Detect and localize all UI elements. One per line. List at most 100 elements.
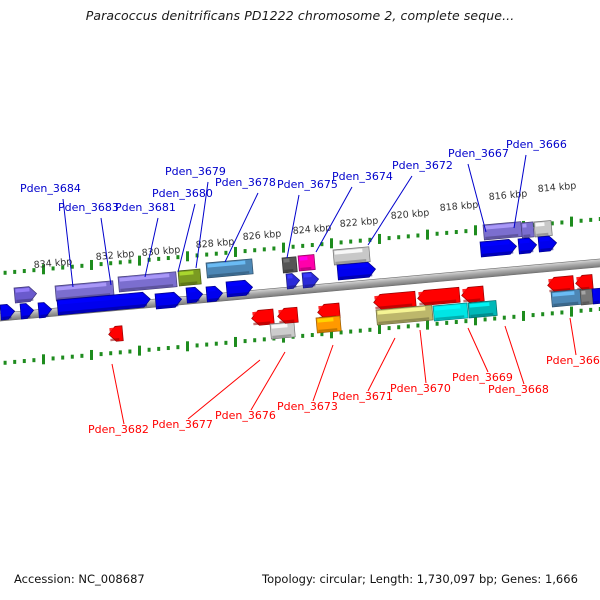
ruler-minor-tick: [349, 239, 353, 244]
gene-feature[interactable]: [315, 315, 342, 334]
ruler-minor-tick: [512, 314, 516, 319]
gene-feature[interactable]: [177, 268, 202, 287]
label-leader-line: [250, 351, 286, 411]
gene-label-reverse[interactable]: Pden_3682: [88, 423, 149, 436]
gene-feature[interactable]: [269, 321, 296, 340]
gene-feature[interactable]: [297, 254, 316, 272]
ruler-minor-tick: [464, 319, 468, 324]
gene-label-reverse[interactable]: Pden_3677: [152, 418, 213, 431]
gene-feature[interactable]: [547, 275, 575, 293]
gene-feature[interactable]: [336, 261, 376, 281]
ruler-minor-tick: [166, 346, 170, 351]
gene-feature[interactable]: [373, 290, 417, 310]
gene-label-forward[interactable]: Pden_3681: [115, 201, 176, 214]
gene-feature[interactable]: [154, 291, 183, 310]
ruler-minor-tick: [51, 356, 55, 361]
gene-feature[interactable]: [251, 308, 275, 326]
gene-feature[interactable]: [108, 325, 124, 342]
gene-highlight: [56, 282, 107, 291]
ruler-minor-tick: [550, 221, 554, 226]
gene-highlight: [207, 287, 216, 292]
gene-shadow: [582, 301, 590, 305]
ruler-minor-tick: [176, 345, 180, 350]
gene-label-reverse[interactable]: Pden_3676: [215, 409, 276, 422]
gene-feature[interactable]: [432, 302, 469, 322]
gene-feature[interactable]: [517, 237, 538, 255]
gene-label-reverse[interactable]: Pden_3670: [390, 382, 451, 395]
gene-feature[interactable]: [37, 302, 53, 319]
ruler-minor-tick: [118, 350, 122, 355]
gene-shadow: [279, 319, 295, 324]
gene-feature-layer[interactable]: [0, 220, 600, 342]
ruler-minor-tick: [560, 220, 564, 225]
gene-feature[interactable]: [520, 221, 535, 239]
gene-highlight: [581, 290, 586, 295]
gene-shadow: [120, 284, 174, 292]
gene-label-forward[interactable]: Pden_3675: [277, 178, 338, 191]
gene-feature[interactable]: [591, 287, 600, 305]
gene-body[interactable]: [108, 325, 124, 342]
gene-label-forward[interactable]: Pden_3672: [392, 159, 453, 172]
gene-highlight: [187, 288, 196, 293]
ruler-minor-tick: [214, 341, 218, 346]
gene-label-reverse[interactable]: Pden_3671: [332, 390, 393, 403]
gene-label-forward[interactable]: Pden_3678: [215, 176, 276, 189]
gene-shadow: [435, 315, 465, 321]
gene-feature[interactable]: [579, 288, 594, 306]
gene-label-reverse[interactable]: Pden_3673: [277, 400, 338, 413]
gene-label-forward[interactable]: Pden_3666: [506, 138, 567, 151]
gene-label-forward[interactable]: Pden_3667: [448, 147, 509, 160]
gene-feature[interactable]: [13, 286, 38, 304]
gene-label-forward[interactable]: Pden_3674: [332, 170, 393, 183]
gene-feature[interactable]: [285, 273, 301, 290]
gene-feature[interactable]: [537, 235, 558, 253]
ruler-minor-tick: [454, 230, 458, 235]
gene-feature[interactable]: [0, 304, 16, 321]
ruler-major-tick: [330, 238, 333, 249]
gene-highlight: [462, 287, 477, 293]
gene-feature[interactable]: [461, 285, 485, 303]
gene-feature[interactable]: [482, 221, 523, 241]
ruler-label: 822 kbp: [339, 216, 379, 230]
gene-feature[interactable]: [301, 271, 320, 289]
ruler-minor-tick: [387, 326, 391, 331]
gene-shadow: [485, 233, 519, 240]
gene-feature[interactable]: [533, 220, 553, 238]
gene-label-reverse[interactable]: Pden_3664: [546, 354, 600, 367]
gene-feature[interactable]: [117, 271, 178, 293]
gene-feature[interactable]: [575, 274, 594, 291]
gene-feature[interactable]: [19, 303, 35, 320]
gene-feature[interactable]: [277, 306, 299, 324]
gene-feature[interactable]: [185, 286, 204, 304]
ruler-major-tick: [138, 255, 141, 266]
gene-label-reverse[interactable]: Pden_3668: [488, 383, 549, 396]
gene-label-forward[interactable]: Pden_3679: [165, 165, 226, 178]
gene-label-forward[interactable]: Pden_3684: [20, 182, 81, 195]
gene-feature[interactable]: [417, 286, 461, 306]
gene-feature[interactable]: [225, 279, 254, 298]
gene-highlight: [522, 223, 527, 228]
ruler-minor-tick: [205, 342, 209, 347]
gene-label-forward[interactable]: Pden_3680: [152, 187, 213, 200]
gene-feature[interactable]: [205, 258, 254, 279]
gene-feature[interactable]: [332, 246, 371, 266]
gene-label-forward[interactable]: Pden_3683: [58, 201, 119, 214]
gene-feature[interactable]: [205, 285, 224, 303]
ruler-minor-tick: [301, 243, 305, 248]
gene-feature[interactable]: [56, 291, 151, 316]
ruler-major-tick: [474, 315, 477, 326]
gene-feature[interactable]: [281, 256, 298, 274]
gene-label-reverse[interactable]: Pden_3669: [452, 371, 513, 384]
ruler-label: 828 kbp: [195, 237, 235, 251]
gene-feature[interactable]: [479, 239, 518, 258]
ruler-minor-tick: [13, 269, 17, 274]
gene-feature[interactable]: [375, 304, 434, 326]
label-leader-line: [467, 327, 489, 373]
gene-feature[interactable]: [467, 300, 498, 319]
ruler-label: 818 kbp: [439, 200, 479, 214]
gene-label-layer[interactable]: Pden_3684Pden_3683Pden_3681Pden_3680Pden…: [20, 138, 600, 436]
gene-feature[interactable]: [550, 288, 583, 308]
ruler-minor-tick: [397, 235, 401, 240]
